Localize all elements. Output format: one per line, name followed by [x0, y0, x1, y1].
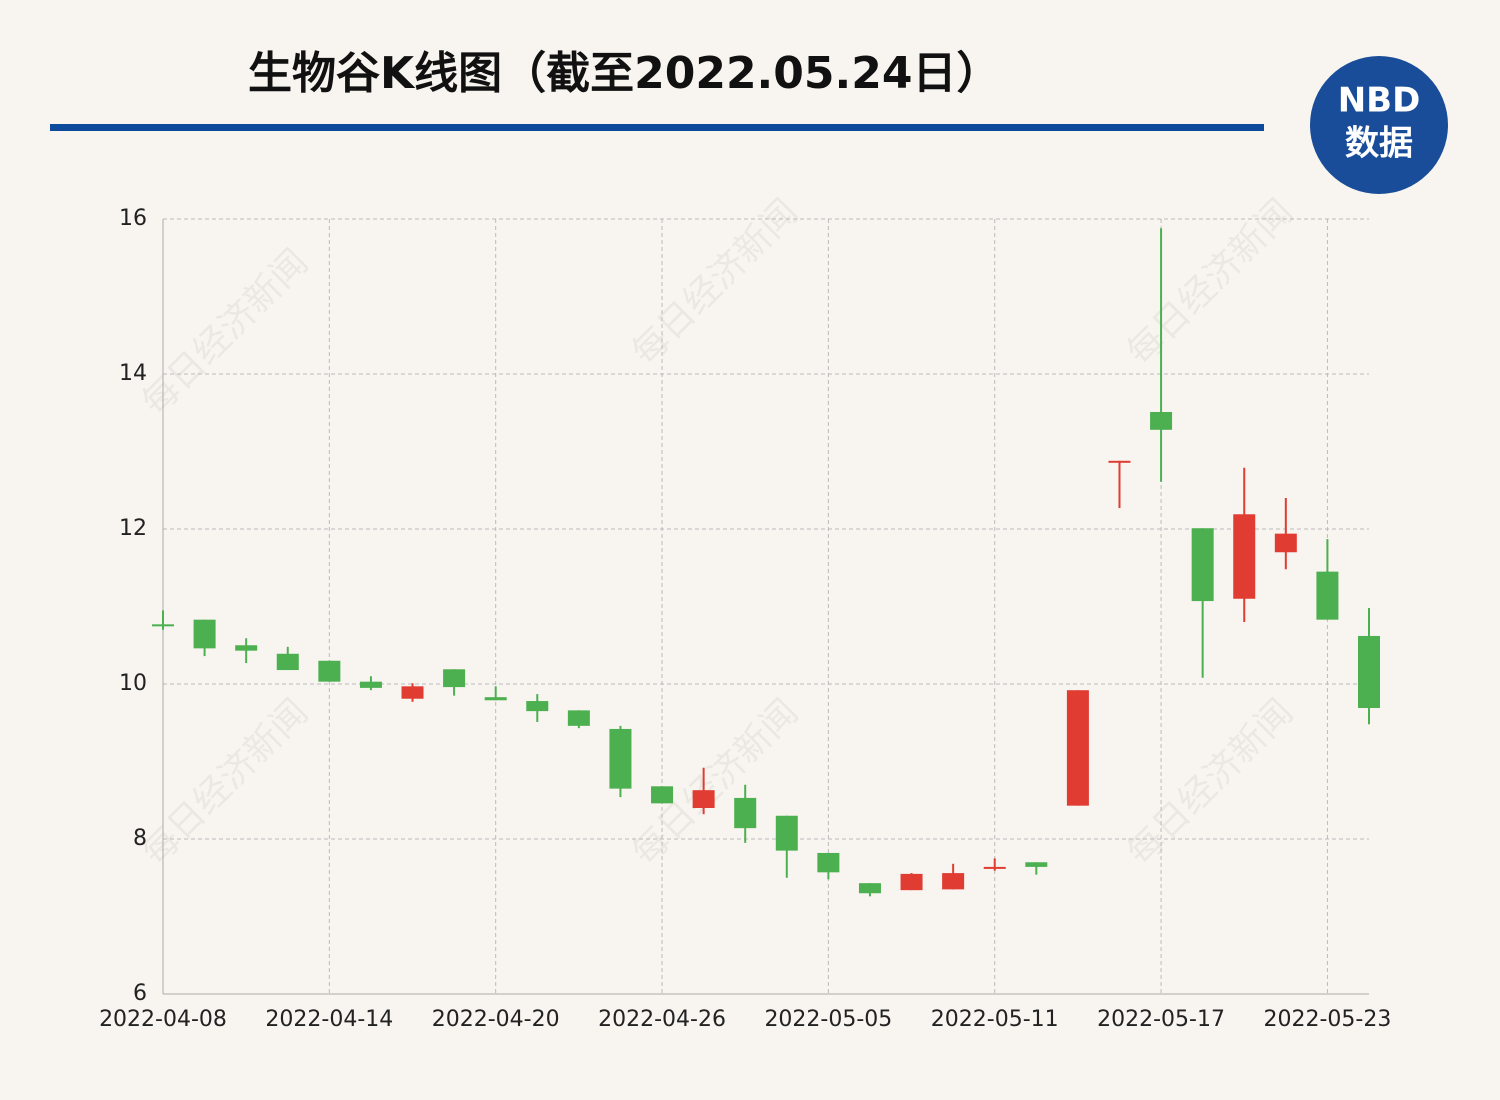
x-tick-label: 2022-04-08	[99, 1007, 227, 1032]
x-tick-label: 2022-05-23	[1263, 1007, 1391, 1032]
candle-body	[983, 866, 1006, 869]
candle-body	[1316, 571, 1339, 620]
y-tick-label: 6	[133, 981, 147, 1006]
candle-body	[651, 786, 674, 804]
y-tick-label: 12	[119, 516, 147, 541]
y-tick-label: 16	[119, 206, 147, 231]
x-tick-label: 2022-04-20	[432, 1007, 560, 1032]
candle-body	[692, 790, 715, 808]
logo-text: NBD	[1338, 81, 1421, 121]
candle-body	[1108, 460, 1131, 463]
candle-body	[484, 697, 507, 701]
candle-body	[1025, 862, 1048, 867]
logo-text: 数据	[1345, 124, 1413, 164]
candle-body	[858, 883, 881, 894]
candle-body	[359, 681, 382, 688]
candle-body	[775, 815, 798, 851]
candle-body	[609, 728, 632, 789]
candle-body	[1358, 635, 1380, 709]
candle-body	[318, 660, 341, 682]
candle-body	[526, 701, 549, 712]
y-tick-label: 14	[119, 361, 147, 386]
x-tick-label: 2022-05-11	[931, 1007, 1059, 1032]
title-rule	[50, 124, 1264, 131]
candle-body	[1191, 528, 1214, 602]
candle-body	[734, 797, 757, 829]
candle-body	[942, 873, 965, 890]
x-tick-label: 2022-05-17	[1097, 1007, 1225, 1032]
candle-body	[817, 852, 840, 873]
candle-body	[1150, 411, 1173, 430]
candle-body	[900, 873, 923, 891]
candle-body	[193, 619, 216, 649]
candle-body	[443, 669, 466, 688]
candle-body	[276, 653, 299, 671]
candle-body	[152, 624, 174, 627]
x-tick-label: 2022-04-26	[598, 1007, 726, 1032]
candle-body	[567, 710, 590, 726]
y-tick-label: 8	[133, 826, 147, 851]
candle-body	[1066, 690, 1089, 806]
y-tick-label: 10	[119, 671, 147, 696]
candle-body	[1274, 533, 1297, 553]
chart-title: 生物谷K线图（截至2022.05.24日）	[248, 48, 1000, 99]
logo	[1310, 56, 1448, 194]
x-tick-label: 2022-05-05	[764, 1007, 892, 1032]
candle-body	[235, 645, 258, 651]
candle-body	[1233, 514, 1256, 599]
candle-body	[401, 686, 424, 699]
x-tick-label: 2022-04-14	[265, 1007, 393, 1032]
